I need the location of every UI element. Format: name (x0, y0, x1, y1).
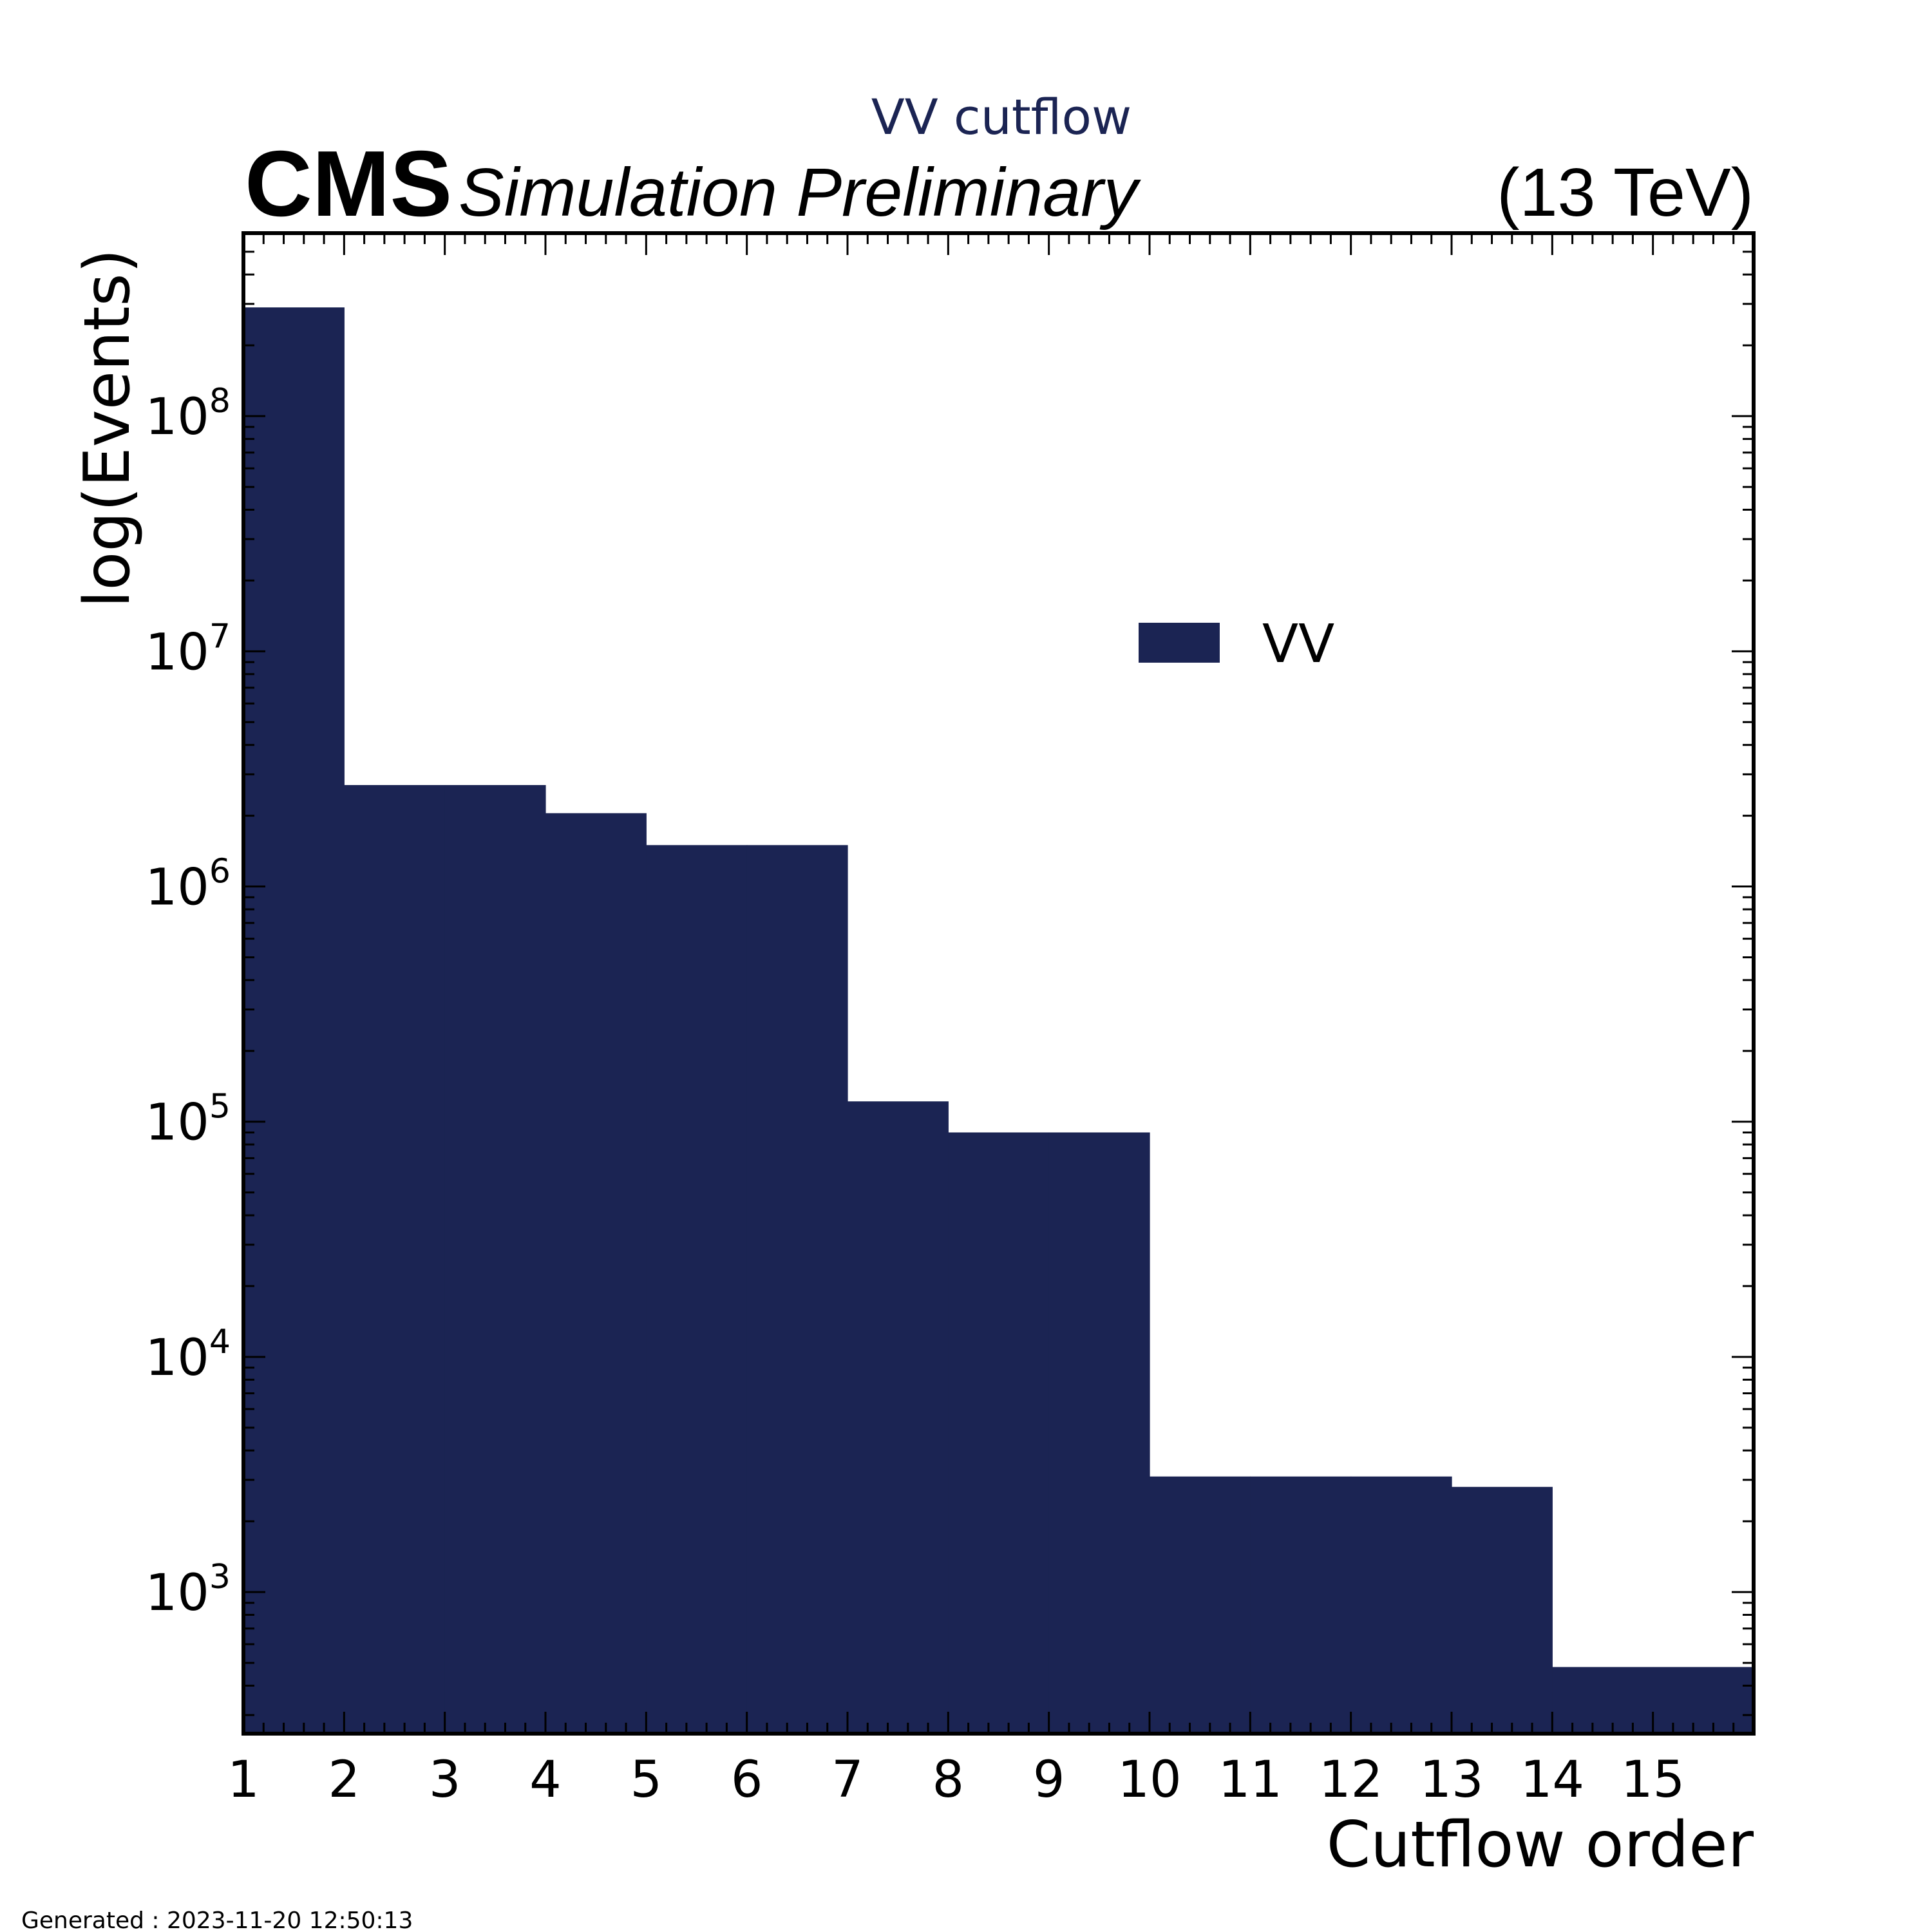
x-tick-label: 6 (731, 1751, 763, 1809)
y-tick-label: 103 (146, 1558, 231, 1622)
plot-frame (242, 231, 1756, 1736)
y-tick-label: 105 (146, 1088, 231, 1152)
legend-label-vv: VV (1262, 614, 1334, 675)
histogram-bar (1452, 1486, 1553, 1734)
legend-swatch-vv (1139, 623, 1220, 663)
histogram-bar (1552, 1667, 1654, 1734)
histogram-bar (243, 307, 345, 1734)
y-tick-label: 107 (146, 617, 231, 681)
x-tick-label: 8 (933, 1751, 965, 1809)
x-tick-label: 7 (831, 1751, 864, 1809)
x-tick-label: 13 (1419, 1751, 1483, 1809)
energy-label: (13 TeV) (1497, 155, 1754, 231)
x-tick-label: 12 (1319, 1751, 1383, 1809)
histogram-bars (243, 307, 1754, 1734)
histogram-bar (1048, 1132, 1150, 1734)
histogram-bar (746, 845, 848, 1734)
histogram-bar (948, 1132, 1050, 1734)
histogram-bar (1350, 1476, 1452, 1734)
histogram-bar (1653, 1667, 1754, 1734)
histogram-bar (545, 813, 647, 1734)
histogram-bar (344, 785, 446, 1734)
x-tick-label: 14 (1520, 1751, 1584, 1809)
cms-label: CMS (245, 131, 452, 236)
y-tick-label: 106 (146, 853, 231, 917)
x-tick-label: 9 (1033, 1751, 1065, 1809)
x-tick-label: 2 (328, 1751, 361, 1809)
y-tick-label: 108 (146, 382, 231, 446)
y-tick-labels: 103 104 105 106 107 108 (146, 382, 231, 1622)
x-tick-label: 10 (1117, 1751, 1181, 1809)
x-tick-label: 3 (429, 1751, 461, 1809)
x-tick-label: 15 (1621, 1751, 1685, 1809)
histogram-bar (848, 1101, 949, 1734)
generated-timestamp: Generated : 2023-11-20 12:50:13 (21, 1908, 413, 1932)
plot-title: VV cutflow (871, 88, 1132, 146)
x-tick-label: 11 (1218, 1751, 1282, 1809)
histogram-bar (444, 785, 546, 1734)
y-axis-label: log(Events) (71, 249, 144, 608)
x-tick-label: 1 (227, 1751, 260, 1809)
x-tick-label: 4 (529, 1751, 562, 1809)
simulation-preliminary-label: Simulation Preliminary (459, 155, 1141, 231)
histogram-bar (1150, 1476, 1251, 1734)
x-axis-label: Cutflow order (1327, 1808, 1754, 1882)
histogram-bar (1250, 1476, 1352, 1734)
x-tick-label: 5 (630, 1751, 663, 1809)
histogram-bar (646, 845, 748, 1734)
x-tick-labels: 1 2 3 4 5 6 7 8 9 10 11 12 13 14 15 (227, 1751, 1685, 1809)
y-tick-label: 104 (146, 1323, 231, 1387)
